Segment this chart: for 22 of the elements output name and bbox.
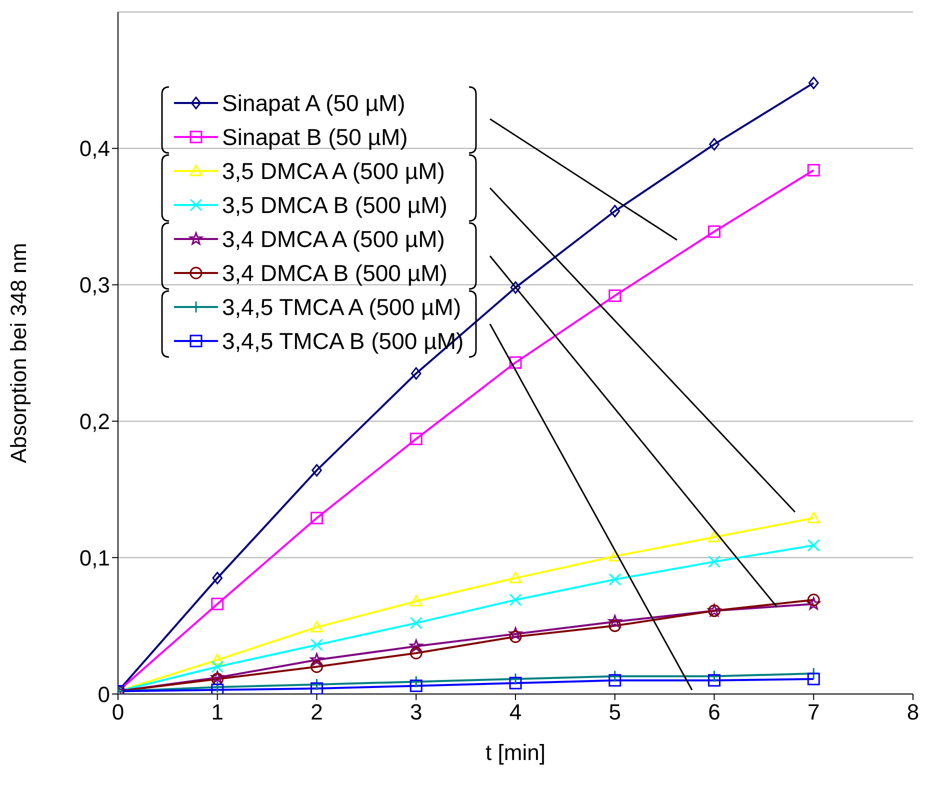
x-tick-label: 4 bbox=[509, 700, 522, 725]
y-tick-label: 0,1 bbox=[79, 545, 110, 570]
y-tick-label: 0,3 bbox=[79, 272, 110, 298]
x-axis-title: t [min] bbox=[486, 740, 546, 765]
y-tick-label: 0,4 bbox=[79, 136, 110, 162]
legend-label: Sinapat A (50 µM) bbox=[222, 90, 406, 116]
y-axis-title: Absorption bei 348 nm bbox=[6, 242, 31, 464]
legend-label: Sinapat B (50 µM) bbox=[222, 124, 408, 150]
x-tick-label: 5 bbox=[608, 700, 621, 725]
x-tick-label: 1 bbox=[211, 700, 224, 725]
legend-label: 3,4,5 TMCA A (500 µM) bbox=[222, 294, 462, 320]
x-tick-label: 2 bbox=[310, 700, 323, 725]
legend-label: 3,5 DMCA A (500 µM) bbox=[222, 158, 445, 184]
x-tick-label: 7 bbox=[808, 700, 820, 725]
x-tick-label: 8 bbox=[906, 700, 920, 725]
y-tick-label: 0 bbox=[98, 682, 110, 707]
x-tick-label: 6 bbox=[708, 700, 720, 725]
legend-label: 3,5 DMCA B (500 µM) bbox=[222, 192, 448, 218]
legend-label: 3,4 DMCA B (500 µM) bbox=[222, 260, 448, 286]
y-tick-label: 0,2 bbox=[79, 409, 110, 434]
legend-label: 3,4 DMCA A (500 µM) bbox=[222, 226, 445, 252]
x-tick-label: 3 bbox=[410, 700, 422, 725]
